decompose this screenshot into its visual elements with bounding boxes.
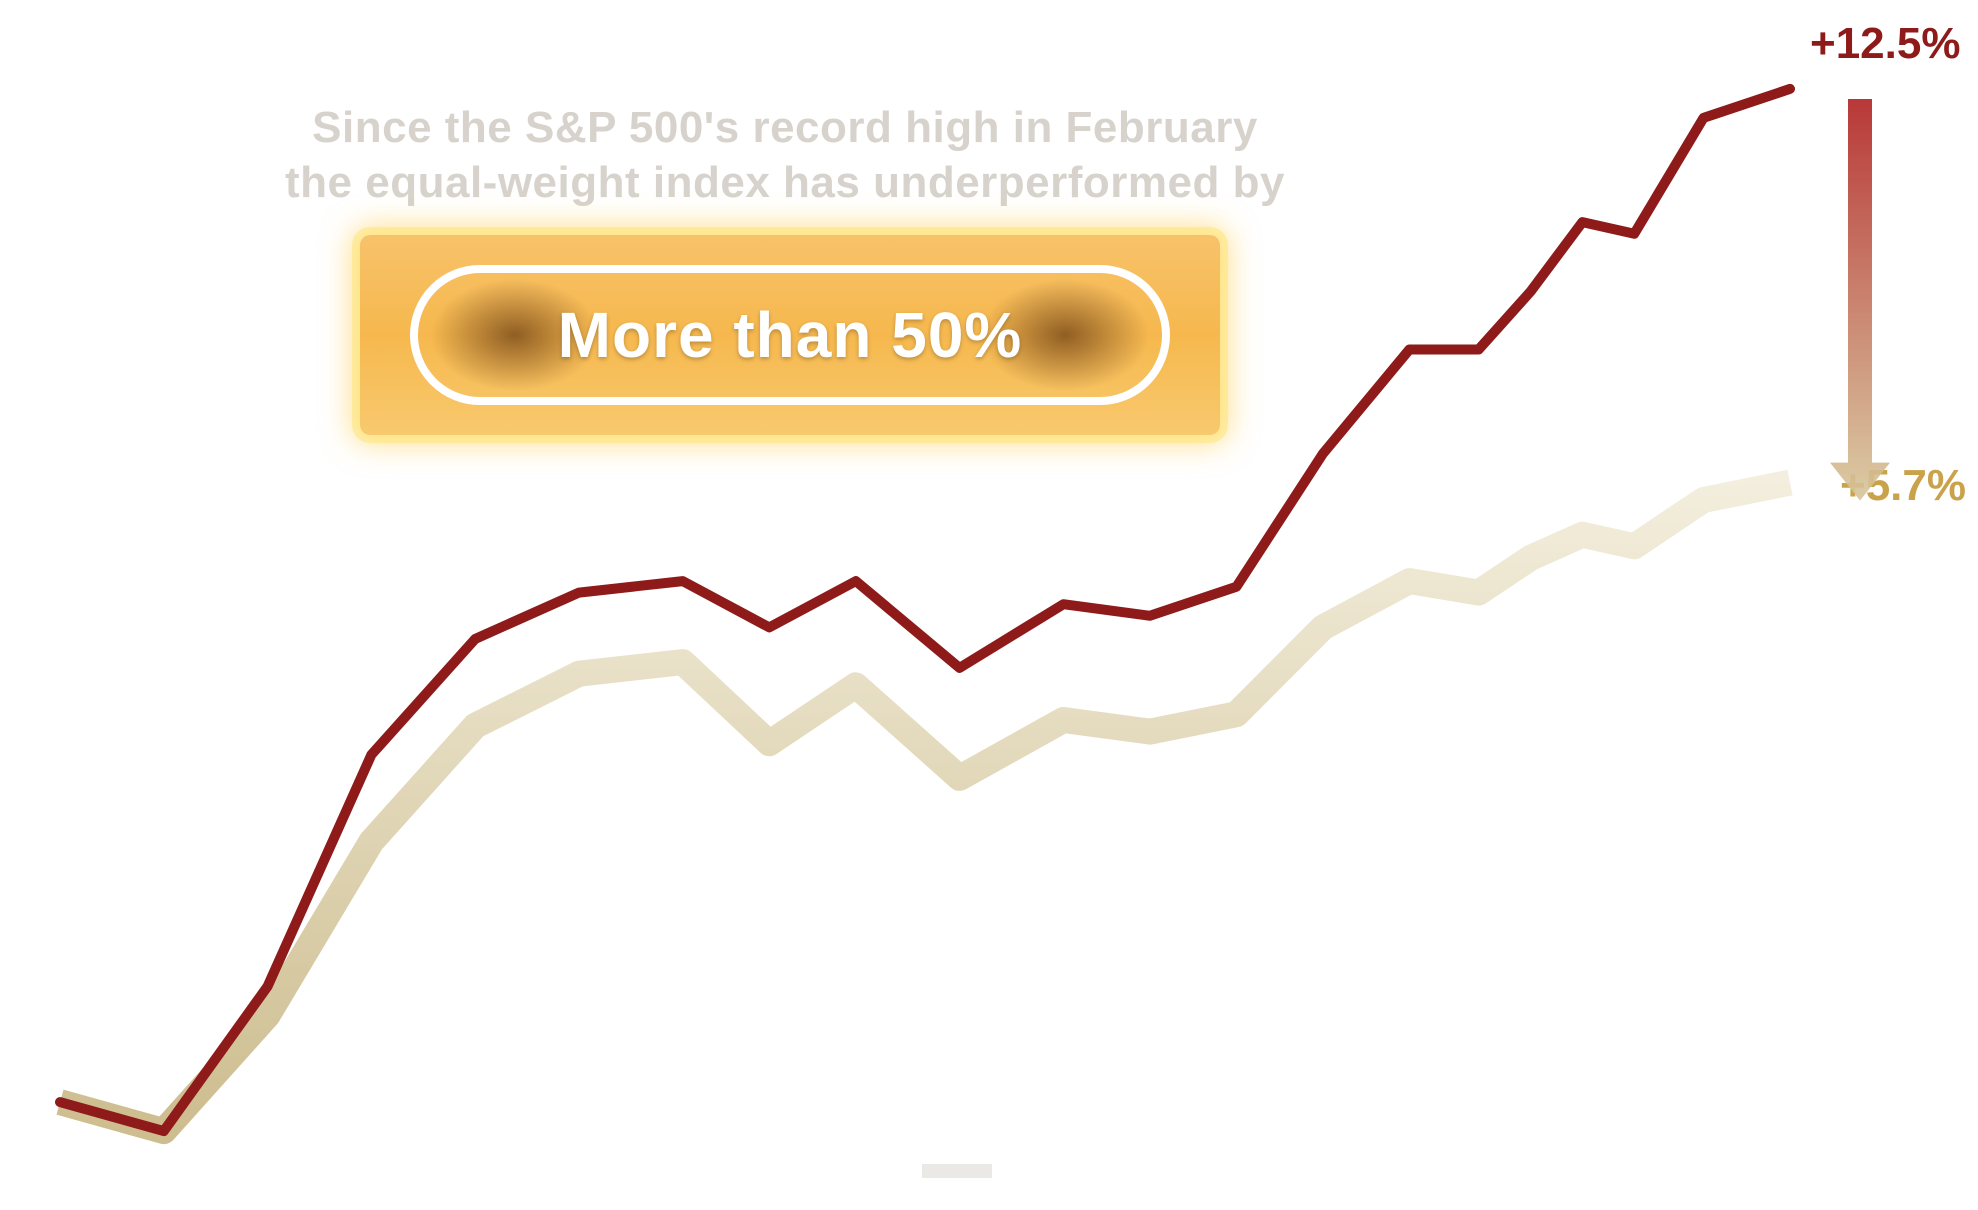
gap-arrow (1830, 99, 1890, 503)
title-line-1: Since the S&P 500's record high in Febru… (260, 100, 1310, 155)
badge-text: More than 50% (558, 298, 1023, 372)
sp500-end-label: +12.5% (1810, 19, 1960, 69)
title-line-2: the equal-weight index has underperforme… (260, 155, 1310, 210)
title-block: Since the S&P 500's record high in Febru… (260, 100, 1310, 210)
badge-pill: More than 50% (410, 265, 1170, 405)
headline-badge: More than 50% (360, 235, 1220, 435)
chart-stage: Since the S&P 500's record high in Febru… (0, 0, 1978, 1210)
